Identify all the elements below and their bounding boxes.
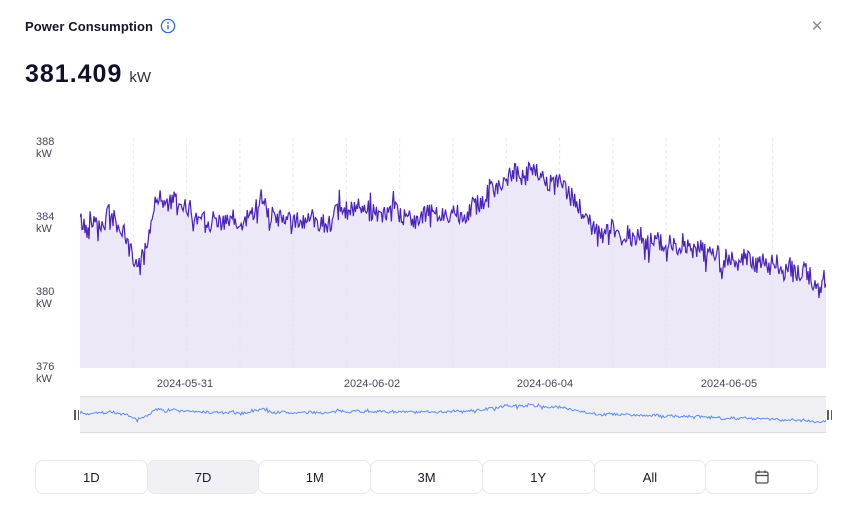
current-value: 381.409 kW — [25, 60, 151, 89]
power-line-chart[interactable] — [80, 136, 826, 372]
panel-header: Power Consumption — [25, 18, 176, 34]
current-value-number: 381.409 — [25, 60, 123, 88]
range-button-3m[interactable]: 3M — [370, 460, 483, 494]
x-axis-tick: 2024-06-04 — [516, 378, 574, 390]
panel-title: Power Consumption — [25, 18, 154, 34]
range-button-group: 1D 7D 1M 3M 1Y All — [35, 460, 819, 494]
range-button-all[interactable]: All — [593, 460, 707, 494]
range-button-1d[interactable]: 1D — [35, 460, 148, 494]
x-axis-tick: 2024-06-02 — [343, 378, 401, 390]
calendar-button[interactable] — [705, 460, 819, 494]
range-button-7d[interactable]: 7D — [146, 460, 260, 494]
close-icon[interactable]: ✕ — [810, 18, 824, 35]
navigator-left-handle[interactable] — [74, 409, 79, 420]
x-axis-tick: 2024-05-31 — [156, 378, 214, 390]
range-navigator[interactable] — [74, 396, 832, 433]
x-axis: 2024-05-31 2024-06-02 2024-06-04 2024-06… — [80, 378, 826, 392]
calendar-icon — [754, 469, 770, 485]
x-axis-tick: 2024-06-05 — [700, 378, 758, 390]
range-button-1m[interactable]: 1M — [258, 460, 372, 494]
current-value-unit: kW — [129, 69, 152, 86]
info-icon[interactable] — [160, 18, 176, 34]
range-button-1y[interactable]: 1Y — [481, 460, 595, 494]
navigator-right-handle[interactable] — [827, 409, 832, 420]
